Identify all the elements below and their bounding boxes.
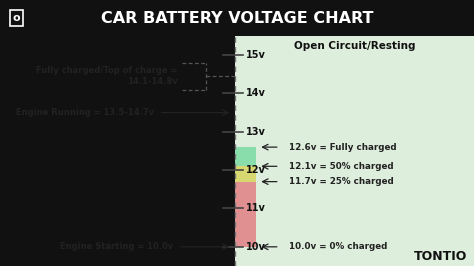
Text: 10.0v = 0% charged: 10.0v = 0% charged: [289, 242, 388, 251]
Text: 14v: 14v: [246, 88, 265, 98]
Text: o: o: [13, 13, 20, 23]
Bar: [235, 166, 256, 182]
Text: 15v: 15v: [246, 50, 265, 60]
Bar: [235, 182, 256, 247]
Text: 12.6v = Fully charged: 12.6v = Fully charged: [289, 143, 397, 152]
Text: 10v: 10v: [246, 242, 265, 252]
Text: 12.1v = 50% charged: 12.1v = 50% charged: [289, 162, 394, 171]
Text: 12v: 12v: [246, 165, 265, 175]
Bar: [235, 36, 474, 266]
Text: Fully charged/Top of charge =
14.1-14.8v: Fully charged/Top of charge = 14.1-14.8v: [36, 66, 178, 86]
Text: Engine Starting = 10.0v: Engine Starting = 10.0v: [60, 242, 173, 251]
Text: CAR BATTERY VOLTAGE CHART: CAR BATTERY VOLTAGE CHART: [101, 11, 373, 26]
Bar: [235, 147, 256, 166]
Text: Engine Running = 13.5-14.7v: Engine Running = 13.5-14.7v: [16, 108, 154, 117]
Text: 11.7v = 25% charged: 11.7v = 25% charged: [289, 177, 394, 186]
Text: 11v: 11v: [246, 203, 265, 214]
Text: Charging/Starting/Running: Charging/Starting/Running: [38, 41, 196, 51]
Text: TONTIO: TONTIO: [413, 250, 467, 263]
Text: 13v: 13v: [246, 127, 265, 137]
Text: Open Circuit/Resting: Open Circuit/Resting: [293, 41, 415, 51]
